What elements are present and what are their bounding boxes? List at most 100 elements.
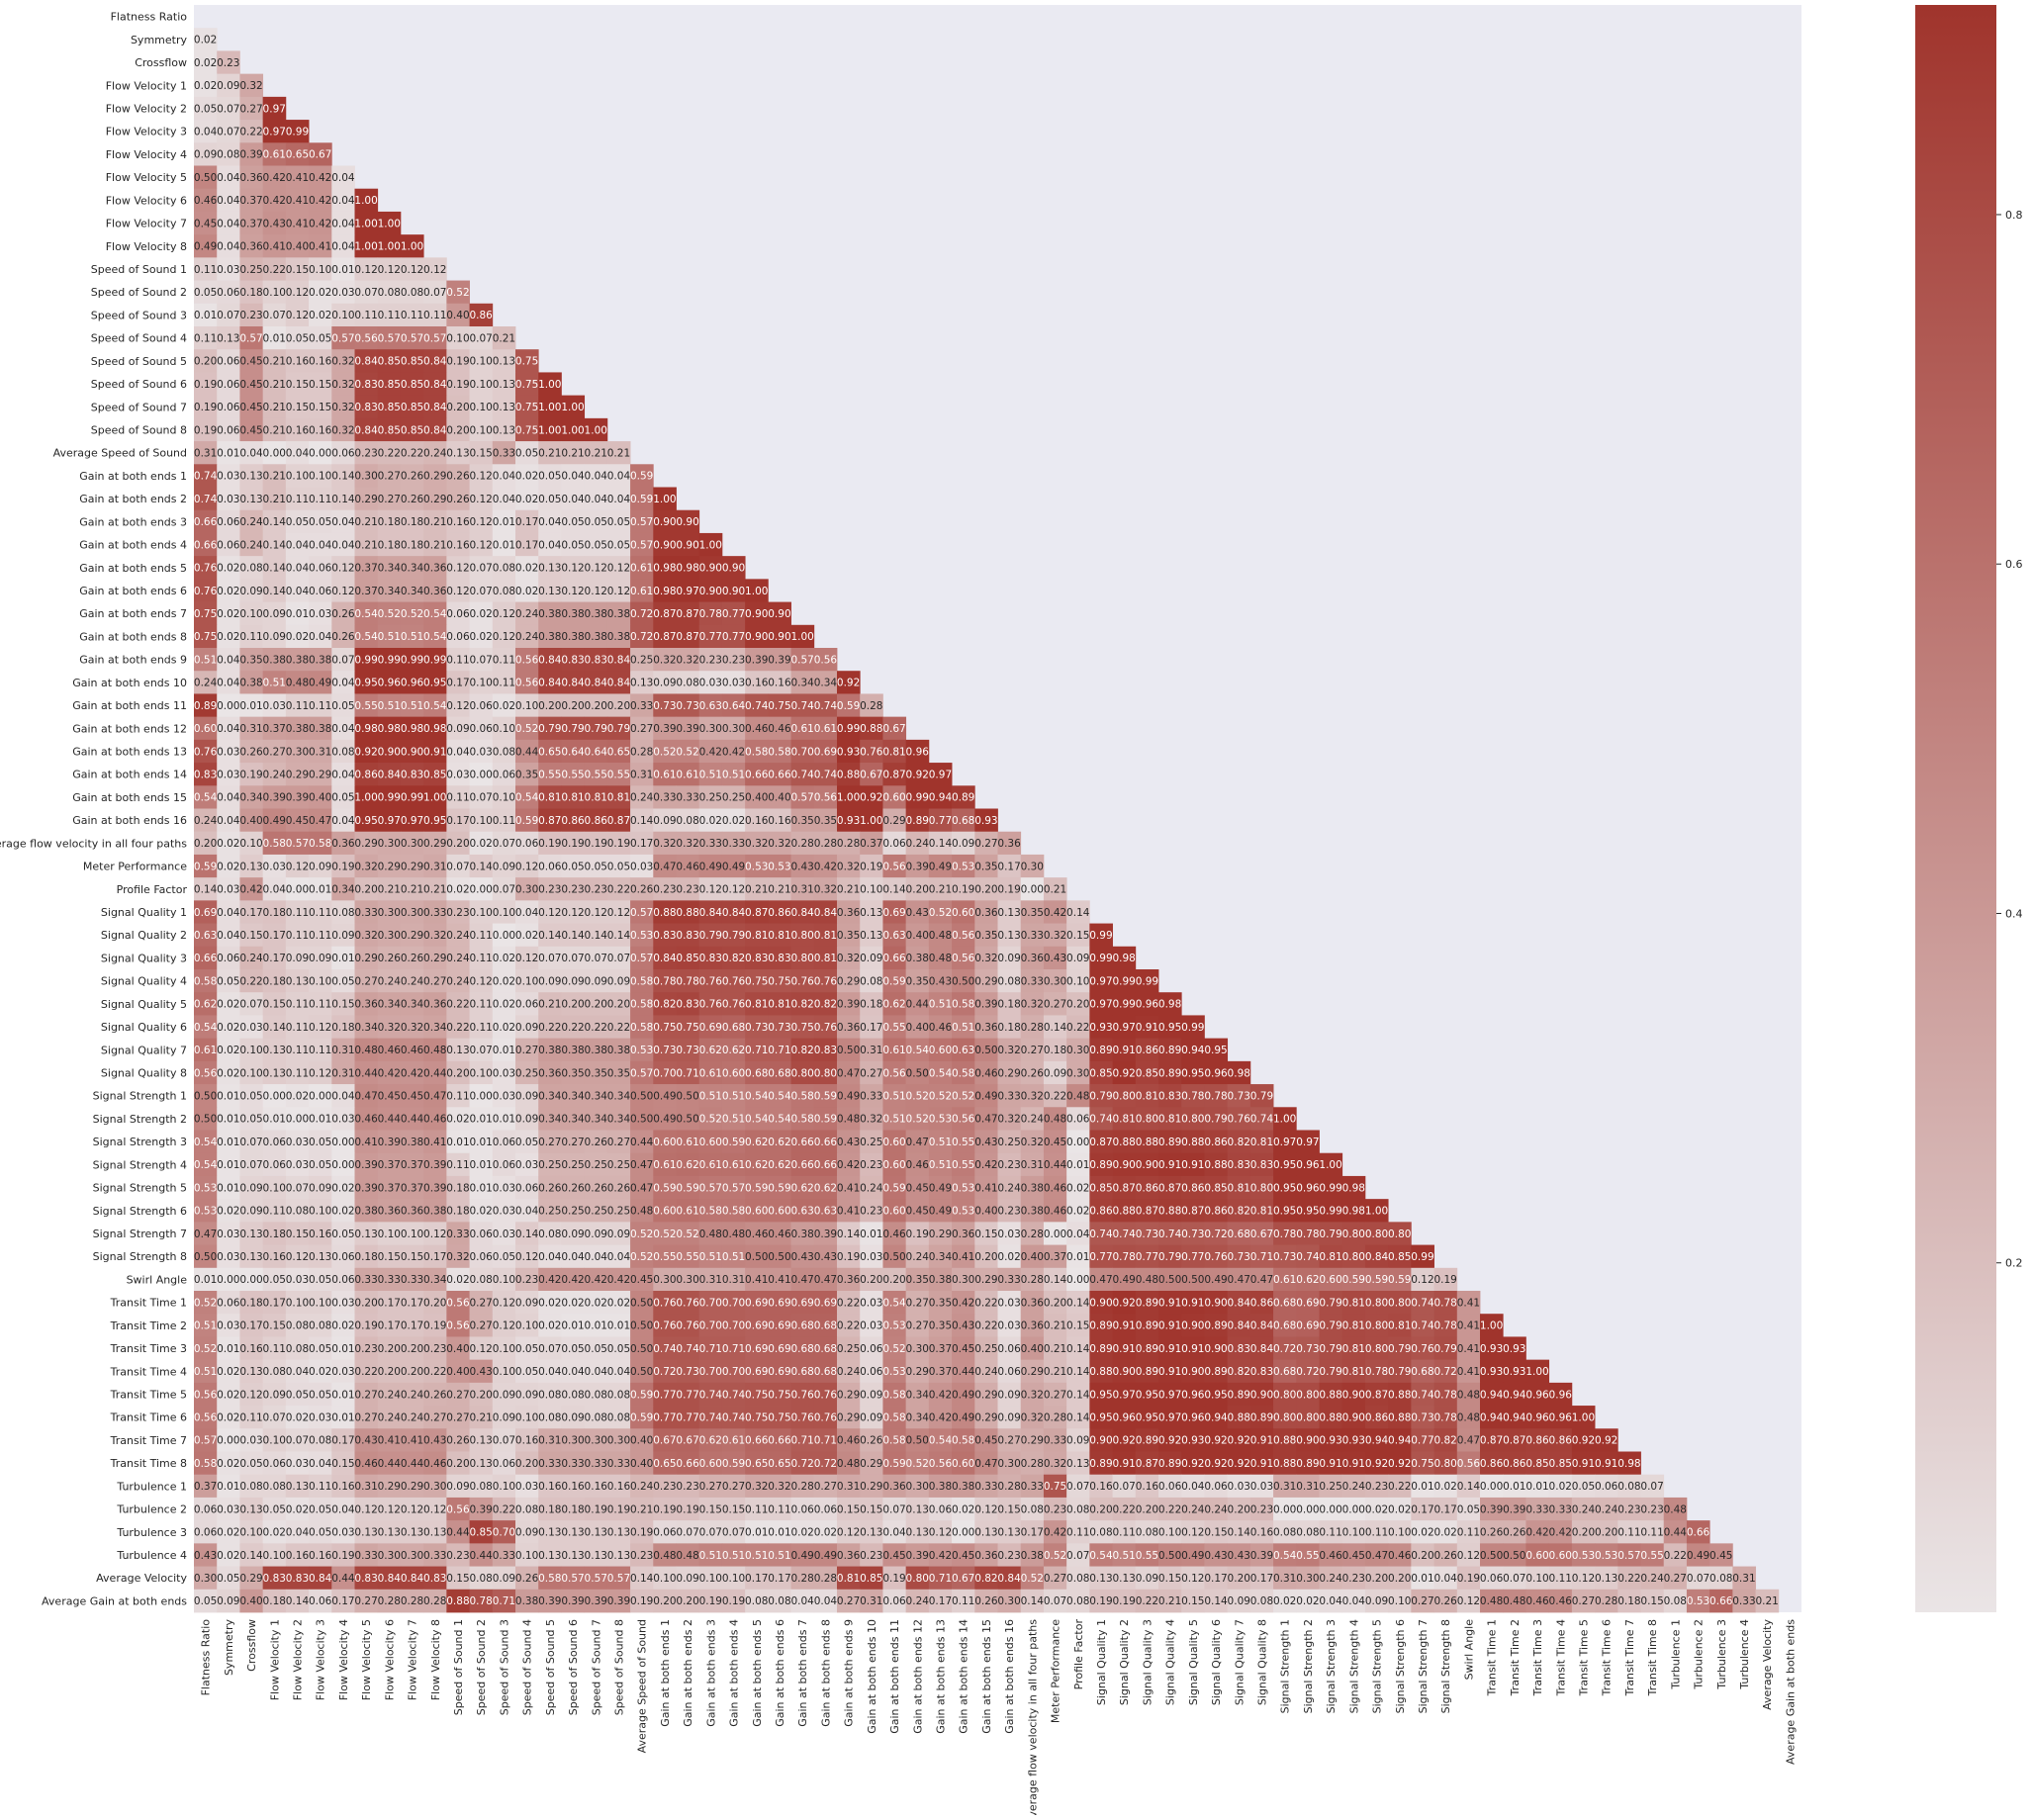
cell-value-label: 0.59 (814, 1114, 837, 1126)
heatmap-cell (285, 372, 310, 397)
cell-value-label: 0.22 (837, 1320, 860, 1332)
cell-value-label: 0.13 (239, 471, 262, 483)
cell-value-label: 0.38 (585, 1045, 607, 1056)
cell-value-label: 0.40 (745, 792, 768, 804)
cell-value-label: 0.88 (1273, 1458, 1296, 1470)
cell-value-label: 0.12 (331, 586, 354, 597)
heatmap-cell (217, 165, 240, 190)
cell-value-label: 0.28 (814, 838, 837, 850)
cell-value-label: 0.02 (469, 1206, 492, 1218)
x-tick-label: Transit Time 1 (1486, 1619, 1499, 1696)
cell-value-label: 0.40 (906, 1022, 929, 1034)
y-tick-label: Transit Time 5 (110, 1388, 187, 1401)
cell-value-label: 0.96 (1549, 1389, 1573, 1401)
cell-value-label: 0.03 (860, 1297, 882, 1309)
cell-value-label: 0.03 (217, 1320, 239, 1332)
x-tick-label: Gain at both ends 9 (843, 1619, 856, 1727)
cell-value-label: 0.29 (974, 975, 997, 987)
cell-value-label: 0.02 (1066, 1206, 1089, 1218)
cell-value-label: 0.11 (446, 792, 469, 804)
cell-value-label: 0.28 (423, 1595, 446, 1607)
cell-value-label: 0.40 (1021, 1343, 1044, 1355)
cell-value-label: 0.06 (538, 861, 562, 872)
cell-value-label: 0.68 (790, 1343, 813, 1355)
cell-value-label: 0.66 (790, 1159, 814, 1171)
cell-value-label: 0.23 (538, 884, 561, 896)
cell-value-label: 0.92 (906, 769, 929, 780)
cell-value-label: 0.98 (1342, 1206, 1365, 1218)
cell-value-label: 0.38 (929, 1481, 952, 1493)
cell-value-label: 0.21 (561, 447, 584, 459)
cell-value-label: 0.83 (1250, 1366, 1273, 1378)
cell-value-label: 0.58 (722, 1206, 745, 1218)
cell-value-label: 0.13 (446, 447, 469, 459)
cell-value-label: 0.82 (1228, 1366, 1250, 1378)
cell-value-label: 0.08 (607, 1389, 630, 1401)
cell-value-label: 0.34 (538, 1114, 562, 1126)
cell-value-label: 0.00 (469, 769, 492, 780)
cell-value-label: 0.48 (630, 1206, 653, 1218)
cell-value-label: 0.22 (239, 126, 262, 137)
cell-value-label: 0.24 (263, 769, 287, 780)
cell-value-label: 0.90 (1112, 1366, 1135, 1378)
cell-value-label: 0.12 (423, 264, 446, 276)
cell-value-label: 0.05 (263, 1503, 286, 1515)
cell-value-label: 0.31 (1273, 1481, 1296, 1493)
cell-value-label: 1.00 (837, 792, 860, 804)
cell-value-label: 0.55 (607, 769, 630, 780)
cell-value-label: 0.32 (997, 1045, 1020, 1056)
cell-value-label: 0.94 (1503, 1411, 1526, 1423)
cell-value-label: 0.04 (814, 1595, 838, 1607)
cell-value-label: 0.13 (354, 1527, 377, 1539)
cell-value-label: 0.83 (194, 769, 217, 780)
cell-value-label: 0.96 (1112, 1411, 1136, 1423)
cell-value-label: 0.54 (423, 608, 447, 620)
cell-value-label: 0.40 (239, 815, 262, 827)
cell-value-label: 0.08 (286, 1206, 309, 1218)
cell-value-label: 0.09 (538, 975, 561, 987)
cell-value-label: 0.57 (630, 1067, 653, 1079)
cell-value-label: 0.59 (722, 1137, 745, 1148)
heatmap-cell (262, 326, 287, 350)
cell-value-label: 0.97 (676, 586, 698, 597)
cell-value-label: 0.34 (239, 792, 263, 804)
cell-value-label: 0.85 (1089, 1067, 1112, 1079)
cell-value-label: 0.72 (1296, 1366, 1319, 1378)
cell-value-label: 0.35 (906, 975, 929, 987)
heatmap-cell (423, 280, 447, 305)
cell-value-label: 0.18 (263, 975, 286, 987)
cell-value-label: 0.76 (676, 1297, 699, 1309)
cell-value-label: 0.12 (469, 494, 492, 505)
cell-value-label: 0.17 (515, 539, 538, 551)
cell-value-label: 0.15 (286, 264, 309, 276)
cell-value-label: 0.11 (286, 999, 309, 1011)
cell-value-label: 0.32 (1021, 999, 1044, 1011)
heatmap-cell (331, 234, 355, 258)
heatmap-cell (217, 417, 240, 442)
cell-value-label: 0.41 (837, 1206, 860, 1218)
cell-value-label: 0.17 (263, 953, 286, 964)
cell-value-label: 0.01 (309, 1114, 331, 1126)
heatmap-cell (469, 395, 494, 419)
heatmap-cell (400, 257, 424, 281)
cell-value-label: 0.25 (538, 1159, 561, 1171)
y-tick-label: Speed of Sound 1 (91, 263, 187, 276)
heatmap-cell (309, 349, 332, 373)
cell-value-label: 0.09 (239, 586, 262, 597)
heatmap-cell (446, 372, 470, 397)
cell-value-label: 0.52 (515, 723, 538, 735)
cell-value-label: 0.03 (331, 1527, 354, 1539)
cell-value-label: 0.54 (1089, 1550, 1113, 1562)
cell-value-label: 0.25 (585, 1206, 607, 1218)
cell-value-label: 0.80 (790, 1067, 813, 1079)
cell-value-label: 0.24 (997, 1182, 1021, 1194)
cell-value-label: 0.08 (1089, 1527, 1112, 1539)
cell-value-label: 0.01 (585, 1320, 607, 1332)
cell-value-label: 0.13 (997, 1527, 1020, 1539)
cell-value-label: 0.84 (997, 1573, 1021, 1585)
cell-value-label: 0.03 (493, 1182, 515, 1194)
cell-value-label: 1.00 (401, 241, 423, 253)
cell-value-label: 0.11 (952, 1595, 974, 1607)
cell-value-label: 0.13 (493, 356, 515, 368)
